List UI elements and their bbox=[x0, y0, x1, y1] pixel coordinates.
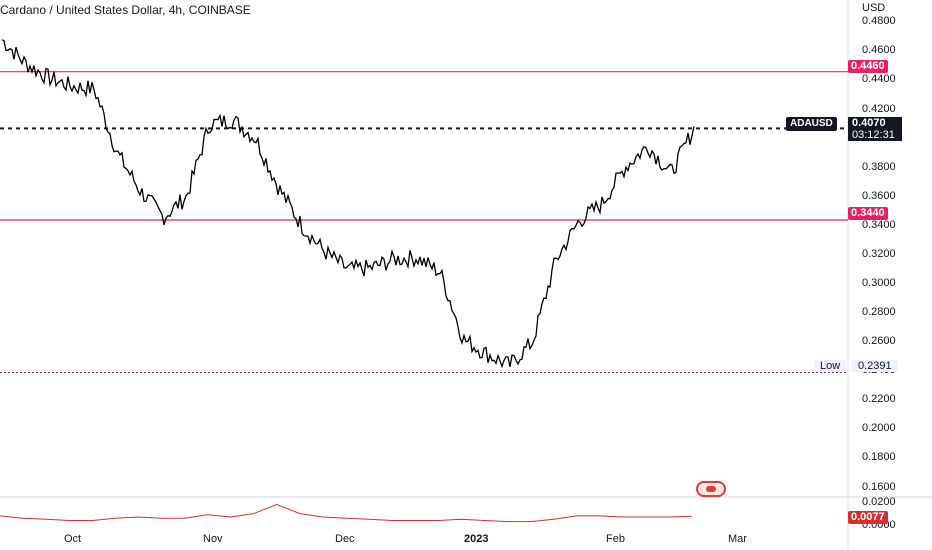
time-tick-label: Nov bbox=[203, 533, 223, 545]
low-price-tag: 0.2391 bbox=[852, 360, 898, 372]
time-tick-label: Mar bbox=[728, 533, 747, 545]
low-label: Low bbox=[814, 360, 847, 372]
time-tick-label: Feb bbox=[606, 533, 625, 545]
indicator-tick-high: 0.0200 bbox=[862, 496, 896, 508]
price-tick-label: 0.2200 bbox=[862, 393, 896, 406]
time-tick-label: Oct bbox=[64, 533, 82, 545]
price-tick-label: 0.3000 bbox=[862, 276, 896, 289]
price-tick-label: 0.4200 bbox=[862, 102, 896, 115]
economic-event-icon[interactable] bbox=[696, 481, 726, 497]
price-tick-label: 0.1600 bbox=[862, 480, 896, 493]
currency-label: USD bbox=[862, 2, 886, 14]
current-price-tag: 0.4070 bbox=[848, 117, 902, 129]
bar-countdown: 03:12:31 bbox=[848, 129, 902, 141]
price-tick-label: 0.1800 bbox=[862, 451, 896, 464]
resistance-price-tag: 0.4460 bbox=[848, 60, 888, 73]
price-tick-label: 0.2000 bbox=[862, 422, 896, 435]
price-tick-label: 0.2600 bbox=[862, 335, 896, 348]
price-tick-label: 0.4400 bbox=[862, 73, 896, 86]
price-tick-label: 0.4600 bbox=[862, 44, 896, 57]
price-series-line bbox=[1, 39, 695, 369]
time-tick-label: Dec bbox=[335, 533, 355, 545]
indicator-value-tag: 0.0077 bbox=[848, 511, 888, 524]
symbol-tag: ADAUSD bbox=[786, 117, 837, 131]
time-tick-label: 2023 bbox=[464, 533, 489, 545]
price-tick-label: 0.3600 bbox=[862, 189, 896, 202]
price-tick-label: 0.4800 bbox=[862, 15, 896, 28]
price-tick-label: 0.3400 bbox=[862, 218, 896, 231]
price-tick-label: 0.3800 bbox=[862, 160, 896, 173]
price-tick-label: 0.3200 bbox=[862, 247, 896, 260]
indicator-series-line bbox=[0, 503, 693, 523]
support-price-tag: 0.3440 bbox=[848, 207, 888, 220]
price-tick-label: 0.2800 bbox=[862, 306, 896, 319]
chart-title: Cardano / United States Dollar, 4h, COIN… bbox=[0, 3, 251, 17]
